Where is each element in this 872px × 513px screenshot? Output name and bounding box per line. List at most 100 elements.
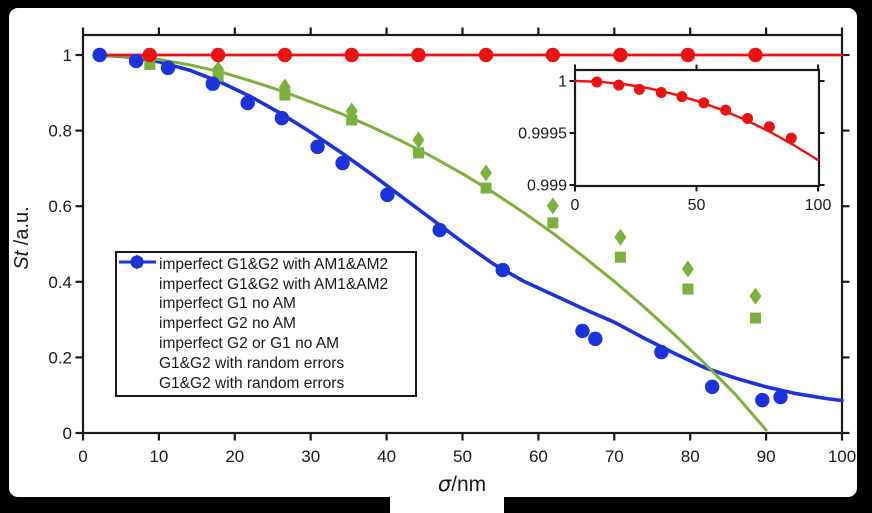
legend-label: imperfect G2 no AM xyxy=(159,315,296,333)
inset-y-tick-label: 0.999 xyxy=(527,178,567,195)
data-point-circle xyxy=(432,222,447,238)
inset-box xyxy=(573,68,821,188)
data-point-square xyxy=(682,283,694,295)
data-point-square xyxy=(480,182,492,194)
legend-item: imperfect G2 no AM xyxy=(119,254,413,334)
x-tick-label: 0 xyxy=(78,447,87,466)
x-tick-label: 40 xyxy=(377,447,396,466)
data-point-circle xyxy=(335,155,350,171)
data-point-circle xyxy=(205,76,220,91)
x-tick-label: 70 xyxy=(605,447,624,466)
legend-label: imperfect G1&G2 with AM1&AM2 xyxy=(159,275,389,293)
data-point-circle xyxy=(655,86,667,98)
data-point-circle xyxy=(478,47,494,63)
data-point-diamond xyxy=(546,197,559,215)
data-point-circle xyxy=(588,331,603,347)
y-tick-label: 1 xyxy=(63,46,72,65)
x-axis-unit: /nm xyxy=(451,473,487,496)
x-tick-label: 100 xyxy=(828,447,856,466)
y-tick-label: 0.2 xyxy=(48,348,72,367)
series-markers-red-circle xyxy=(591,76,797,144)
data-point-circle xyxy=(128,53,144,69)
data-point-circle xyxy=(274,110,290,126)
data-point-circle xyxy=(545,47,561,63)
y-tick-label: 0.4 xyxy=(48,273,72,292)
data-point-circle xyxy=(277,47,293,63)
inset-x-tick-label: 0 xyxy=(571,197,580,214)
legend-label: G1&G2 with random errors xyxy=(159,374,345,392)
data-point-circle xyxy=(380,187,395,203)
data-point-circle xyxy=(773,389,788,405)
data-point-circle xyxy=(755,392,770,408)
data-point-circle xyxy=(705,379,720,395)
data-point-circle xyxy=(210,47,226,63)
data-point-circle xyxy=(785,132,797,144)
data-point-circle xyxy=(654,344,669,360)
data-point-circle xyxy=(680,47,696,63)
series-markers-blue-circle xyxy=(92,47,788,408)
series-line-green xyxy=(96,53,768,432)
data-point-square xyxy=(614,251,626,263)
x-tick-label: 90 xyxy=(757,447,776,466)
data-point-circle xyxy=(344,47,359,63)
data-point-diamond xyxy=(614,228,627,246)
data-point-circle xyxy=(698,97,710,109)
x-tick-label: 80 xyxy=(681,447,700,466)
legend-label: imperfect G1&G2 with AM1&AM2 xyxy=(159,255,389,273)
x-tick-label: 20 xyxy=(225,447,244,466)
x-tick-label: 50 xyxy=(453,447,472,466)
data-point-diamond xyxy=(345,102,358,120)
data-point-square xyxy=(547,217,559,229)
legend-glyph-blue-line xyxy=(119,260,156,264)
data-point-circle xyxy=(411,47,426,63)
inset-x-tick-label: 50 xyxy=(688,197,706,214)
x-tick-label: 30 xyxy=(301,447,320,466)
data-point-diamond xyxy=(212,60,225,78)
inset-ticks xyxy=(569,64,825,192)
legend-item: imperfect G1&G2 with AM1&AM2 xyxy=(119,255,413,274)
data-point-circle xyxy=(160,60,176,76)
data-point-square xyxy=(749,312,761,324)
legend-marker-green-diamond xyxy=(119,254,159,333)
data-point-circle xyxy=(748,47,763,63)
legend-marker-red-line xyxy=(119,260,159,293)
legend-label: imperfect G1 no AM xyxy=(159,295,296,313)
legend-item: imperfect G1&G2 with AM1&AM2 xyxy=(119,260,413,294)
legend-item: G1&G2 with random errors xyxy=(119,260,413,393)
inset-x-tick-label: 100 xyxy=(805,197,832,214)
series-line-blue xyxy=(96,53,844,403)
legend-marker-green-square xyxy=(119,257,159,313)
data-point-square xyxy=(346,114,358,126)
legend-marker-blue-line xyxy=(119,260,159,393)
legend-label: imperfect G2 or G1 no AM xyxy=(159,335,340,353)
data-point-circle xyxy=(591,76,603,88)
x-tick-label: 10 xyxy=(149,447,168,466)
y-axis-label: St /a.u. xyxy=(11,163,37,313)
inset-y-tick-label: 0.9995 xyxy=(518,126,567,143)
main-axes xyxy=(75,27,850,441)
y-tick-label: 0.8 xyxy=(48,122,72,141)
inset-y-tick-label: 1 xyxy=(558,74,567,91)
data-point-circle xyxy=(240,95,255,111)
figure-background-notch xyxy=(390,489,504,513)
data-point-circle xyxy=(613,79,625,91)
legend-label: G1&G2 with random errors xyxy=(159,355,345,372)
data-point-circle xyxy=(742,112,754,124)
data-point-circle xyxy=(575,323,590,339)
legend-item: imperfect G2 or G1 no AM xyxy=(119,260,413,353)
y-axis-symbol: St xyxy=(11,250,33,270)
legend-marker-blue-circle xyxy=(119,255,159,373)
data-point-diamond xyxy=(412,131,425,149)
data-point-diamond xyxy=(480,164,493,182)
y-tick-label: 0.6 xyxy=(48,197,72,216)
legend-item: G1&G2 with random errors xyxy=(119,255,413,373)
data-point-circle xyxy=(613,47,628,63)
data-point-circle xyxy=(633,83,645,95)
legend-box: imperfect G1&G2 with AM1&AM2 imperfect G… xyxy=(115,251,417,397)
legend-item: imperfect G1 no AM xyxy=(119,257,413,314)
y-tick-label: 0 xyxy=(63,424,72,443)
data-point-square xyxy=(412,147,424,159)
data-point-circle xyxy=(495,262,510,278)
